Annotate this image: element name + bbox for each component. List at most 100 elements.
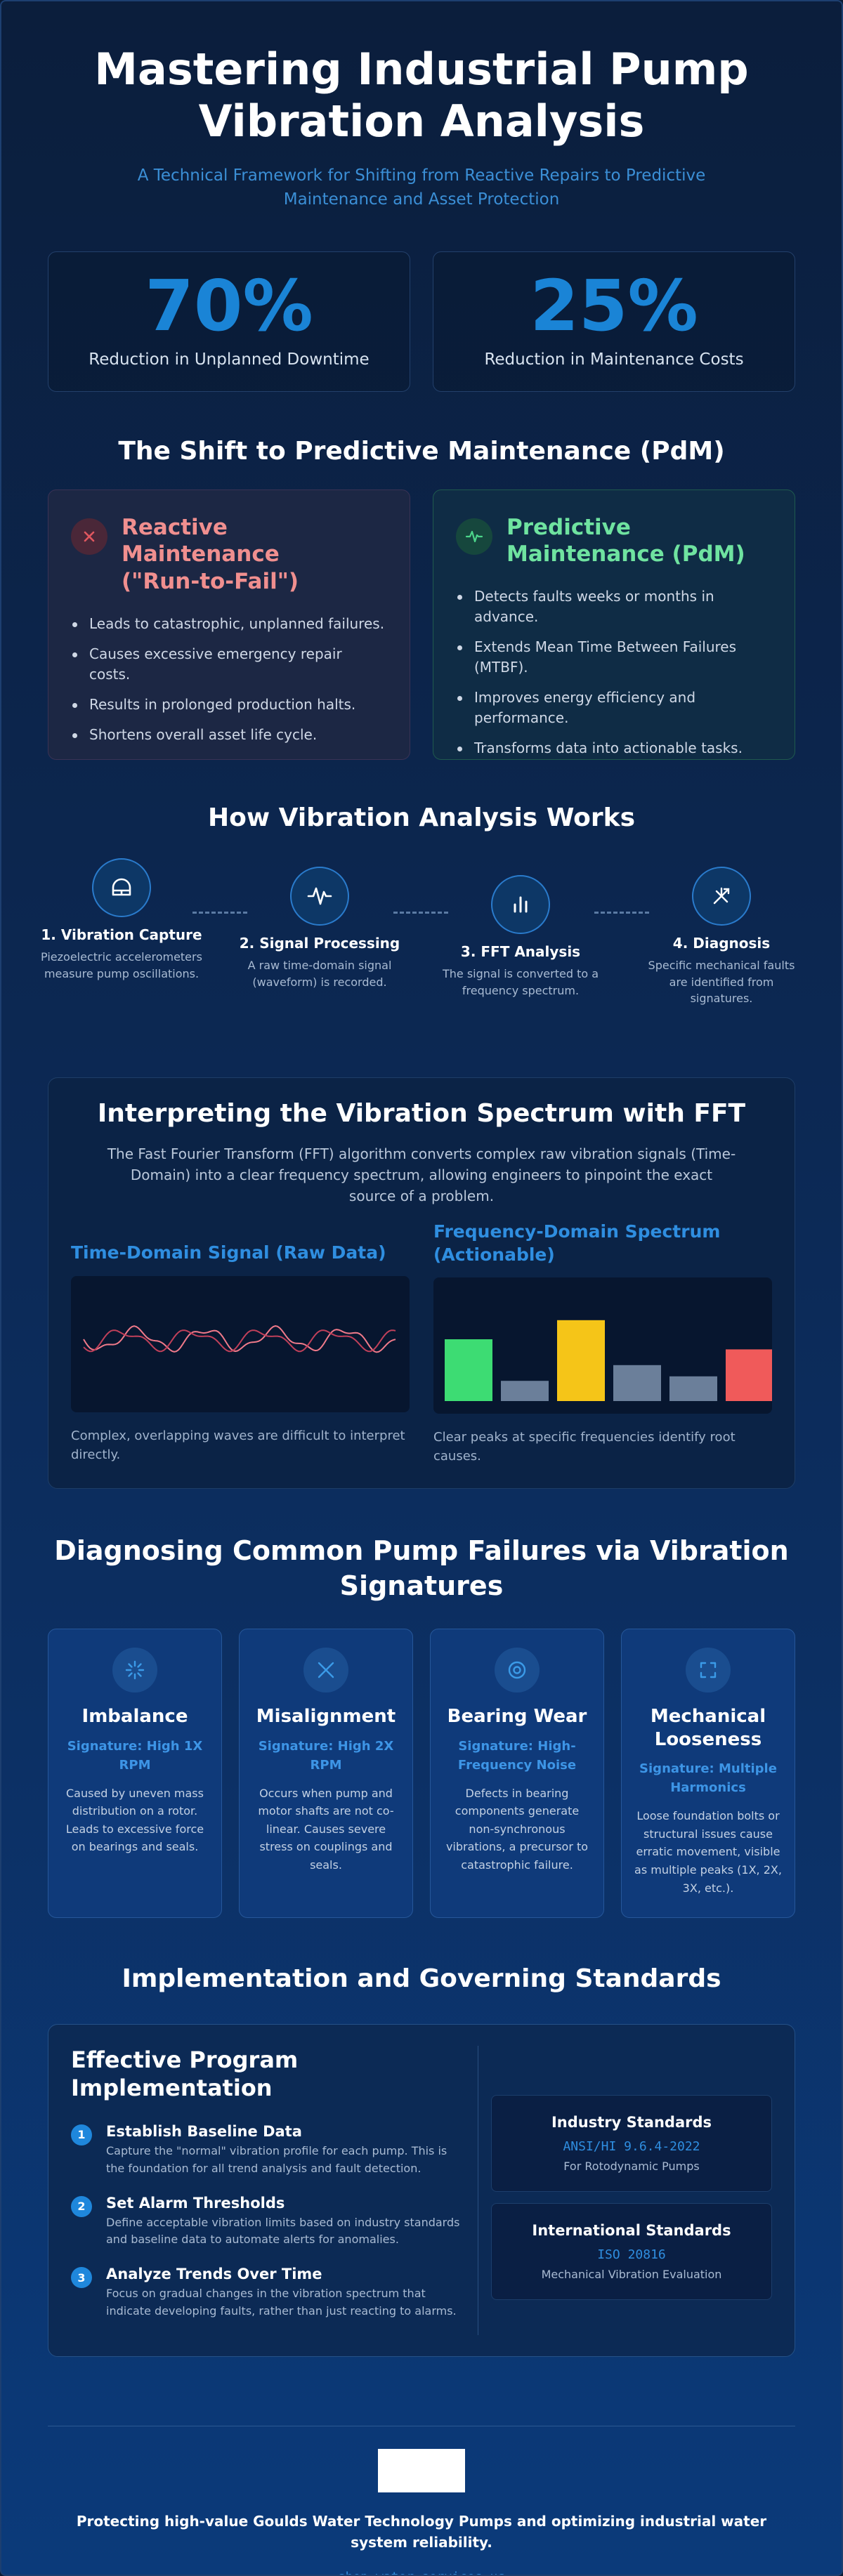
spectrum-bar [669, 1376, 717, 1402]
spectrum-bar [501, 1381, 549, 1402]
step-title: Set Alarm Thresholds [106, 2194, 285, 2212]
waveform-graphic [83, 1325, 396, 1353]
subtitle-line-2: Maintenance and Asset Protection [283, 190, 560, 209]
stat-label: Reduction in Unplanned Downtime [89, 350, 370, 369]
step-text: Analyze Trends Over Time Focus on gradua… [106, 2266, 464, 2320]
waveform-line-2 [83, 1329, 396, 1353]
standard-title: International Standards [532, 2221, 731, 2239]
failure-signature: Signature: Multiple Harmonics [639, 1761, 777, 1796]
waveform-line-1 [83, 1325, 396, 1353]
reactive-title: Reactive Maintenance ("Run-to-Fail") [122, 514, 387, 596]
frequency-domain-note: Clear peaks at specific frequencies iden… [433, 1430, 736, 1464]
x-icon [71, 518, 107, 555]
page-subtitle: A Technical Framework for Shifting from … [48, 164, 795, 212]
predictive-title-line-2: Maintenance (PdM) [507, 541, 745, 567]
step-title: Establish Baseline Data [106, 2122, 302, 2140]
subtitle-line-1: A Technical Framework for Shifting from … [137, 166, 706, 185]
step-number: 3 [71, 2267, 92, 2289]
step-title: 4. Diagnosis [672, 935, 771, 952]
failure-desc: Occurs when pump and motor shafts are no… [258, 1786, 394, 1872]
failure-card-looseness: Mechanical Looseness Signature: Multiple… [621, 1629, 795, 1919]
predictive-list: Detects faults weeks or months in advanc… [456, 586, 772, 758]
step-number: 1 [71, 2124, 92, 2145]
failure-title: Mechanical Looseness [650, 1706, 766, 1750]
failure-title: Misalignment [256, 1706, 396, 1728]
logo-placeholder [378, 2448, 465, 2492]
step-fft-analysis: 3. FFT Analysis The signal is converted … [440, 875, 601, 998]
step-diagnosis: 4. Diagnosis Specific mechanical faults … [641, 867, 802, 1006]
step-title: 1. Vibration Capture [41, 926, 202, 944]
step-connector [393, 912, 448, 914]
title-line-1: Mastering Industrial Pump [94, 44, 749, 95]
predictive-title-line-1: Predictive [507, 514, 631, 540]
bearing-icon [495, 1648, 540, 1693]
failure-desc: Loose foundation bolts or structural iss… [634, 1809, 782, 1895]
card-header: Reactive Maintenance ("Run-to-Fail") [71, 514, 387, 596]
failure-signature: Signature: High 2X RPM [258, 1738, 394, 1773]
predictive-card: Predictive Maintenance (PdM) Detects fau… [433, 489, 795, 760]
list-item: Leads to catastrophic, unplanned failure… [71, 614, 387, 634]
spectrum-graphic [445, 1320, 773, 1402]
reactive-list: Leads to catastrophic, unplanned failure… [71, 614, 387, 745]
stat-card-costs: 25% Reduction in Maintenance Costs [433, 251, 795, 392]
title-line-2: Vibration Analysis [198, 96, 645, 147]
list-item: Detects faults weeks or months in advanc… [456, 586, 772, 627]
frequency-domain-title: Frequency-Domain Spectrum (Actionable) [433, 1221, 721, 1265]
standard-card-industry: Industry Standards ANSI/HI 9.6.4-2022 Fo… [491, 2094, 772, 2192]
failure-title: Imbalance [81, 1706, 188, 1728]
reactive-title-line-1: Reactive Maintenance [122, 514, 280, 567]
bar-chart-icon [491, 875, 550, 935]
step-signal-processing: 2. Signal Processing A raw time-domain s… [239, 867, 400, 990]
failures-title-line-2: Signatures [339, 1570, 504, 1601]
failure-signature: Signature: High-Frequency Noise [457, 1738, 577, 1773]
standard-desc: For Rotodynamic Pumps [563, 2159, 700, 2173]
time-domain-chart [71, 1275, 410, 1412]
failure-card-misalignment: Misalignment Signature: High 2X RPM Occu… [239, 1629, 413, 1919]
implementation-step: 2 Set Alarm Thresholds Define acceptable… [71, 2195, 464, 2249]
fft-panel: Interpreting the Vibration Spectrum with… [48, 1077, 795, 1490]
time-domain-note: Complex, overlapping waves are difficult… [71, 1428, 405, 1462]
card-header: Predictive Maintenance (PdM) [456, 514, 772, 569]
standards-column: Industry Standards ANSI/HI 9.6.4-2022 Fo… [491, 2046, 772, 2335]
maintenance-comparison: Reactive Maintenance ("Run-to-Fail") Lea… [48, 489, 795, 760]
failure-card-bearing-wear: Bearing Wear Signature: High-Frequency N… [430, 1629, 604, 1919]
spectrum-bar [613, 1365, 661, 1402]
stat-label: Reduction in Maintenance Costs [484, 350, 744, 369]
standard-code: ANSI/HI 9.6.4-2022 [563, 2138, 700, 2154]
step-desc: A raw time-domain signal (waveform) is r… [247, 959, 392, 989]
predictive-title: Predictive Maintenance (PdM) [507, 514, 745, 569]
section-title-implementation: Implementation and Governing Standards [122, 1964, 721, 1994]
section-title-shift: The Shift to Predictive Maintenance (PdM… [118, 436, 725, 466]
footer-text-line-2: system reliability. [351, 2533, 492, 2551]
footer-text: Protecting high-value Goulds Water Techn… [48, 2511, 795, 2553]
standard-desc: Mechanical Vibration Evaluation [541, 2267, 722, 2281]
sensor-icon [92, 858, 151, 918]
list-item: Transforms data into actionable tasks. [456, 738, 772, 758]
time-domain-column: Time-Domain Signal (Raw Data) Complex, o… [71, 1242, 410, 1466]
stat-value: 70% [145, 264, 313, 347]
step-text: Establish Baseline Data Capture the "nor… [106, 2123, 464, 2178]
stat-value: 25% [530, 264, 698, 347]
list-item: Shortens overall asset life cycle. [71, 725, 387, 745]
step-connector [594, 912, 649, 914]
section-title-how: How Vibration Analysis Works [207, 803, 636, 832]
failures-title-line-1: Diagnosing Common Pump Failures via Vibr… [54, 1535, 789, 1567]
spectrum-bar [557, 1320, 605, 1402]
implementation-step: 3 Analyze Trends Over Time Focus on grad… [71, 2266, 464, 2320]
stat-card-downtime: 70% Reduction in Unplanned Downtime [48, 251, 410, 392]
fft-description: The Fast Fourier Transform (FFT) algorit… [107, 1145, 736, 1205]
failure-desc: Defects in bearing components generate n… [445, 1786, 589, 1872]
spectrum-bar [445, 1339, 492, 1402]
list-item: Results in prolonged production halts. [71, 695, 387, 715]
step-title: Analyze Trends Over Time [106, 2266, 322, 2283]
footer-link[interactable]: shop.water-services.us [48, 2570, 795, 2575]
content-wrapper: Mastering Industrial Pump Vibration Anal… [41, 1, 795, 2575]
step-desc: Focus on gradual changes in the vibratio… [106, 2287, 457, 2318]
diagnosis-icon [692, 867, 751, 926]
failure-signature: Signature: High 1X RPM [67, 1738, 203, 1773]
list-item: Causes excessive emergency repair costs. [71, 644, 387, 685]
spark-icon [112, 1648, 157, 1693]
step-desc: Define acceptable vibration limits based… [106, 2215, 460, 2247]
frequency-domain-chart [433, 1277, 773, 1414]
